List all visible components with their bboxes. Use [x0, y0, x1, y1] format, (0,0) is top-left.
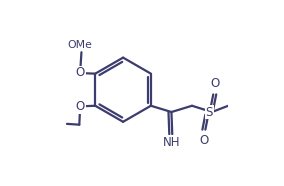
Text: OMe: OMe	[67, 40, 92, 50]
Text: O: O	[76, 66, 85, 79]
Text: S: S	[206, 105, 213, 118]
Text: O: O	[210, 77, 219, 90]
Text: O: O	[199, 134, 208, 147]
Text: O: O	[76, 100, 85, 113]
Text: NH: NH	[162, 136, 180, 149]
